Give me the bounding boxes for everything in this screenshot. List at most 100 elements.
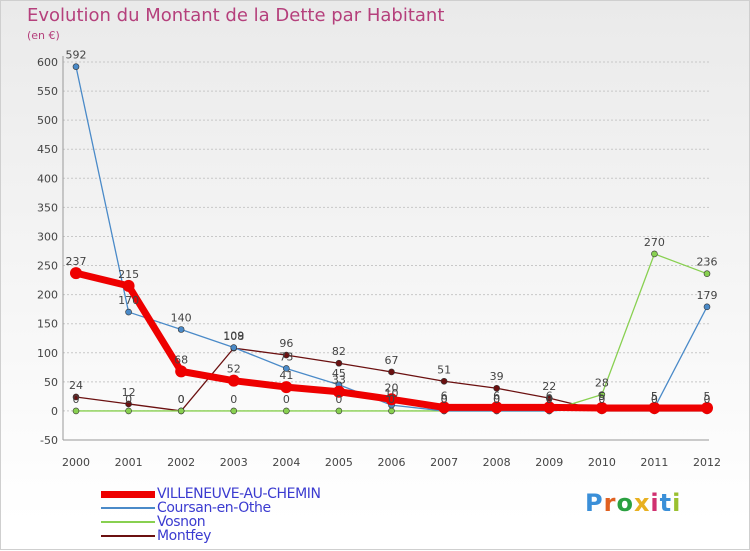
data-point xyxy=(177,407,185,415)
data-point xyxy=(70,267,82,280)
data-label: 0 xyxy=(73,393,80,406)
y-tick-label: 600 xyxy=(37,56,58,69)
data-label: 5 xyxy=(651,390,658,403)
y-tick-label: 300 xyxy=(37,230,58,243)
y-tick-label: 0 xyxy=(51,405,58,418)
y-tick-label: 350 xyxy=(37,201,58,214)
legend-swatch xyxy=(101,507,155,509)
data-label: 96 xyxy=(279,337,293,350)
data-point xyxy=(385,393,398,406)
data-point xyxy=(125,407,132,415)
data-point xyxy=(703,270,711,277)
data-label: 236 xyxy=(697,256,718,269)
data-label: 0 xyxy=(441,393,448,406)
x-tick-label: 2010 xyxy=(588,456,616,469)
data-label: 592 xyxy=(66,49,87,62)
y-tick-label: -50 xyxy=(40,434,58,447)
data-label: 0 xyxy=(178,393,185,406)
data-label: 39 xyxy=(490,370,504,383)
data-label: 28 xyxy=(595,377,609,390)
data-point xyxy=(175,365,188,378)
data-label: 140 xyxy=(171,312,192,325)
legend-label: Coursan-en-Othe xyxy=(157,500,271,516)
y-tick-label: 200 xyxy=(37,289,58,302)
legend-swatch xyxy=(101,490,155,498)
data-label: 41 xyxy=(279,369,293,382)
data-point xyxy=(701,402,713,415)
data-point xyxy=(595,402,608,415)
data-label: 270 xyxy=(644,236,665,249)
data-label: 237 xyxy=(66,255,87,268)
y-axis-unit: (en €) xyxy=(27,29,60,42)
x-tick-label: 2008 xyxy=(483,456,511,469)
data-label: 68 xyxy=(174,353,188,366)
data-label: 0 xyxy=(493,393,500,406)
x-tick-label: 2001 xyxy=(115,456,143,469)
data-label: 215 xyxy=(118,268,139,281)
data-point xyxy=(388,407,395,415)
data-label: 20 xyxy=(385,381,399,394)
data-point xyxy=(703,303,711,311)
data-label: 24 xyxy=(69,379,83,392)
data-label: 5 xyxy=(704,390,711,403)
legend-swatch xyxy=(101,521,155,523)
data-point xyxy=(332,385,345,398)
data-label: 0 xyxy=(125,393,132,406)
legend-label: Montfey xyxy=(157,528,212,544)
data-label: 6 xyxy=(546,389,553,402)
data-label: 108 xyxy=(223,330,244,343)
x-tick-label: 2007 xyxy=(430,456,458,469)
x-tick-label: 2002 xyxy=(167,456,195,469)
data-label: 0 xyxy=(493,393,500,406)
x-tick-label: 2000 xyxy=(62,456,90,469)
data-label: 0 xyxy=(546,393,553,406)
data-label: 0 xyxy=(388,393,395,406)
data-label: 0 xyxy=(598,393,605,406)
data-point xyxy=(283,351,290,359)
data-label: 0 xyxy=(283,393,290,406)
data-label: 52 xyxy=(227,363,241,376)
data-label: 5 xyxy=(651,390,658,403)
data-point xyxy=(283,365,290,372)
y-tick-label: 250 xyxy=(37,260,58,273)
data-point xyxy=(125,308,132,316)
y-tick-label: 150 xyxy=(37,318,58,331)
x-tick-label: 2012 xyxy=(693,456,721,469)
y-tick-label: 50 xyxy=(44,376,58,389)
data-label: 6 xyxy=(441,389,448,402)
data-point xyxy=(177,326,185,333)
data-label: 82 xyxy=(332,345,346,358)
data-point xyxy=(122,279,135,292)
data-point xyxy=(230,344,238,351)
data-point xyxy=(490,401,503,414)
data-point xyxy=(388,368,395,376)
chart-title: Evolution du Montant de la Dette par Hab… xyxy=(27,5,445,26)
data-label: 51 xyxy=(437,363,451,376)
data-label: 0 xyxy=(335,393,342,406)
x-tick-label: 2006 xyxy=(378,456,406,469)
x-tick-label: 2009 xyxy=(535,456,563,469)
x-tick-label: 2004 xyxy=(272,456,300,469)
data-point xyxy=(543,401,556,414)
proxiti-logo: Proxiti xyxy=(585,489,682,517)
data-label: 109 xyxy=(223,330,244,343)
data-point xyxy=(651,250,658,258)
data-label: 73 xyxy=(279,350,293,363)
data-point xyxy=(230,407,238,415)
legend-label: VILLENEUVE-AU-CHEMIN xyxy=(157,486,321,502)
data-point xyxy=(440,377,448,385)
data-label: 0 xyxy=(651,393,658,406)
data-point xyxy=(280,381,293,394)
legend-label: Vosnon xyxy=(157,514,206,530)
data-point xyxy=(283,407,290,415)
data-point xyxy=(648,402,661,415)
data-label: 179 xyxy=(697,289,718,302)
data-label: 170 xyxy=(118,294,139,307)
data-label: 0 xyxy=(230,393,237,406)
data-label: 45 xyxy=(332,367,346,380)
data-label: 0 xyxy=(441,393,448,406)
data-point xyxy=(598,391,606,398)
data-point xyxy=(125,400,132,408)
